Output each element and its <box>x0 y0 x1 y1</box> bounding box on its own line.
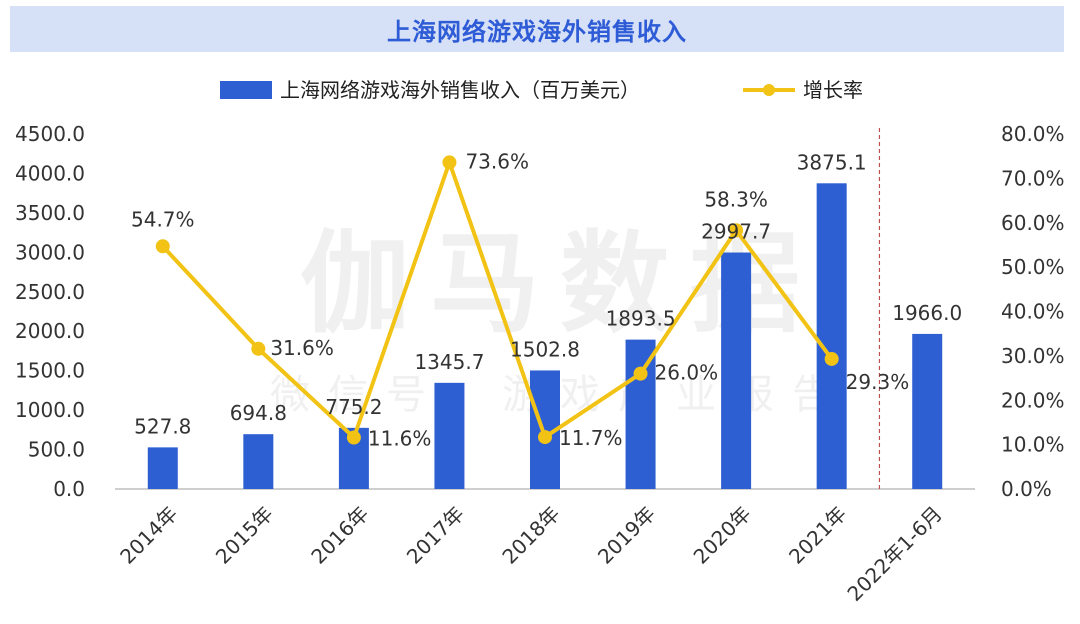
y-right-tick-label: 30.0% <box>1001 344 1065 368</box>
growth-value-label: 26.0% <box>655 361 719 385</box>
legend-bar-label: 上海网络游戏海外销售收入（百万美元） <box>280 78 640 102</box>
x-category-label: 2021年 <box>784 502 851 569</box>
y-left-tick-label: 2000.0 <box>15 319 85 343</box>
growth-value-label: 54.7% <box>131 207 195 231</box>
y-left-tick-label: 4500.0 <box>15 122 85 146</box>
growth-value-label: 11.6% <box>368 427 432 451</box>
x-category-label: 2018年 <box>497 502 564 569</box>
x-category-label: 2019年 <box>593 502 660 569</box>
growth-value-label: 31.6% <box>270 336 334 360</box>
x-category-label: 2016年 <box>306 502 373 569</box>
bar-8 <box>912 333 943 489</box>
bar-value-label: 1893.5 <box>606 307 676 331</box>
growth-value-label: 29.3% <box>846 370 910 394</box>
chart-title: 上海网络游戏海外销售收入 <box>387 17 687 46</box>
legend-line-label: 增长率 <box>803 78 863 102</box>
legend-line-marker <box>763 84 775 96</box>
growth-point-5 <box>633 366 648 381</box>
chart-title-bar: 上海网络游戏海外销售收入 <box>10 6 1064 52</box>
growth-point-2 <box>346 430 361 445</box>
bar-7 <box>816 183 847 489</box>
y-right-tick-label: 0.0% <box>1001 477 1052 501</box>
bar-value-label: 1502.8 <box>510 337 580 361</box>
x-category-label: 2020年 <box>689 502 756 569</box>
y-left-tick-label: 0.0 <box>53 477 85 501</box>
y-left-tick-label: 4000.0 <box>15 161 85 185</box>
y-right-tick-label: 60.0% <box>1001 211 1065 235</box>
y-left-tick-label: 3000.0 <box>15 240 85 264</box>
bar-value-label: 1966.0 <box>892 301 962 325</box>
y-left-tick-label: 3500.0 <box>15 201 85 225</box>
bar-value-label: 527.8 <box>134 414 191 438</box>
y-right-tick-label: 10.0% <box>1001 433 1065 457</box>
growth-value-label: 73.6% <box>465 149 529 173</box>
growth-point-0 <box>155 239 170 254</box>
legend-bar-swatch <box>220 81 272 99</box>
x-category-label: 2017年 <box>402 502 469 569</box>
growth-value-label: 58.3% <box>704 187 768 211</box>
growth-point-1 <box>251 341 266 356</box>
bar-5 <box>625 339 656 489</box>
growth-point-3 <box>442 155 457 170</box>
y-right-tick-label: 40.0% <box>1001 300 1065 324</box>
bar-value-label: 775.2 <box>325 395 382 419</box>
bar-0 <box>147 447 178 489</box>
x-category-label: 2014年 <box>115 502 182 569</box>
growth-point-4 <box>538 430 552 445</box>
growth-point-6 <box>729 223 744 238</box>
bar-value-label: 694.8 <box>230 401 287 425</box>
bar-value-label: 2997.7 <box>701 220 771 244</box>
y-right-tick-label: 50.0% <box>1001 255 1065 279</box>
bar-3 <box>434 382 465 489</box>
y-left-tick-label: 1500.0 <box>15 359 85 383</box>
growth-rate-line <box>161 160 834 440</box>
y-right-tick-label: 20.0% <box>1001 388 1065 412</box>
watermark-main: 伽马数据 <box>300 220 820 348</box>
growth-point-7 <box>824 351 839 366</box>
bar-value-label: 1345.7 <box>414 350 484 374</box>
growth-value-label: 11.7% <box>559 426 623 450</box>
x-category-label: 2015年 <box>211 502 278 569</box>
bar-1 <box>243 434 274 489</box>
y-left-tick-label: 2500.0 <box>15 280 85 304</box>
bar-6 <box>721 252 752 489</box>
y-right-tick-label: 70.0% <box>1001 166 1065 190</box>
y-left-tick-label: 500.0 <box>28 438 85 462</box>
x-category-label: 2022年1-6月 <box>842 502 946 606</box>
y-left-tick-label: 1000.0 <box>15 398 85 422</box>
y-right-tick-label: 80.0% <box>1001 122 1065 146</box>
bar-value-label: 3875.1 <box>797 150 867 174</box>
